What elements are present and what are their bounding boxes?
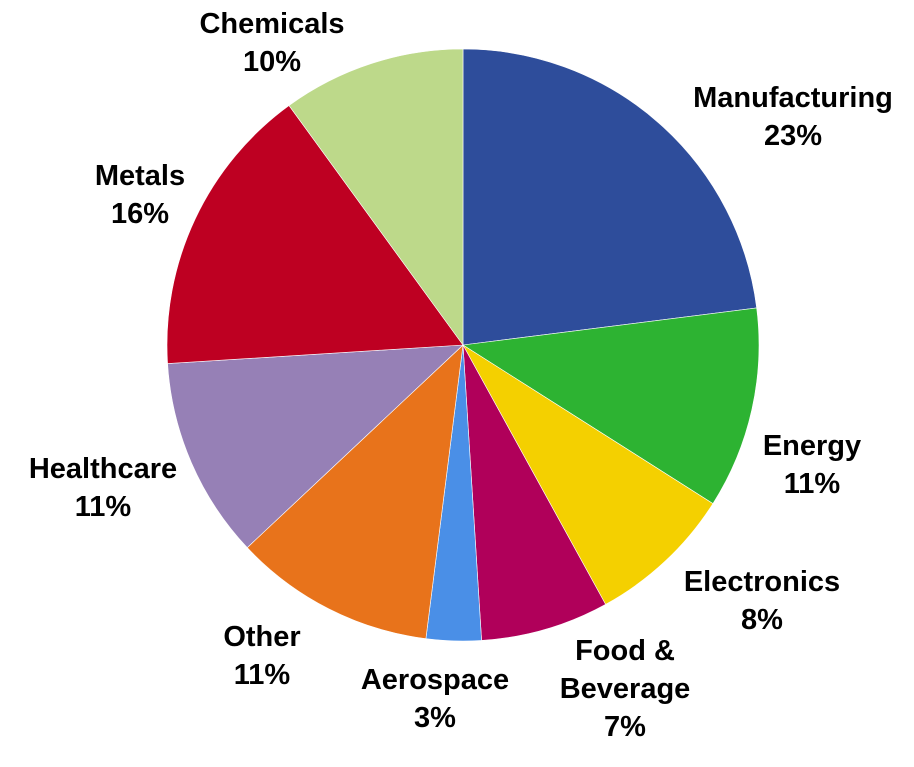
slice-label-other: Other 11%	[223, 621, 300, 691]
pie-slice-manufacturing	[462, 48, 758, 346]
slices-layer	[166, 48, 760, 642]
slice-label-electronics: Electronics 8%	[684, 566, 840, 636]
pie-slice-other	[246, 344, 464, 640]
pie-slice-electronics	[462, 344, 714, 605]
slice-percent-label: 10%	[243, 46, 301, 78]
slice-name-label: Aerospace	[361, 664, 509, 696]
pie-slice-energy	[462, 307, 760, 505]
slice-name-label: Metals	[95, 160, 185, 192]
slice-label-food-beverage: Food & Beverage 7%	[560, 635, 691, 743]
slice-name-label: Manufacturing	[693, 82, 893, 114]
slice-percent-label: 7%	[604, 711, 646, 743]
slice-name-label: Food &	[575, 635, 675, 667]
pie-slice-healthcare	[167, 344, 464, 549]
slice-label-healthcare: Healthcare 11%	[29, 453, 177, 523]
slice-label-chemicals: Chemicals 10%	[199, 8, 344, 78]
slice-label-aerospace: Aerospace 3%	[361, 664, 509, 734]
slice-label-metals: Metals 16%	[95, 160, 185, 230]
slice-name-label: Healthcare	[29, 453, 177, 485]
labels-layer: Manufacturing 23% Energy 11% Electronics 8% Fo…	[29, 8, 893, 743]
slice-percent-label: 23%	[764, 120, 822, 152]
slice-label-manufacturing: Manufacturing 23%	[693, 82, 893, 152]
pie-slice-metals	[166, 105, 464, 364]
slice-name-label: Beverage	[560, 673, 691, 705]
slice-name-label: Other	[223, 621, 300, 653]
slice-name-label: Energy	[763, 430, 861, 462]
slice-percent-label: 11%	[75, 491, 132, 523]
pie-slice-food-beverage	[462, 344, 607, 641]
slice-name-label: Chemicals	[199, 8, 344, 40]
slice-percent-label: 16%	[111, 198, 169, 230]
slice-percent-label: 11%	[234, 659, 291, 691]
slice-name-label: Electronics	[684, 566, 840, 598]
slice-percent-label: 11%	[784, 468, 841, 500]
pie-slice-chemicals	[288, 48, 464, 346]
slice-percent-label: 3%	[414, 702, 456, 734]
slice-percent-label: 8%	[741, 604, 783, 636]
slice-label-energy: Energy 11%	[763, 430, 861, 500]
